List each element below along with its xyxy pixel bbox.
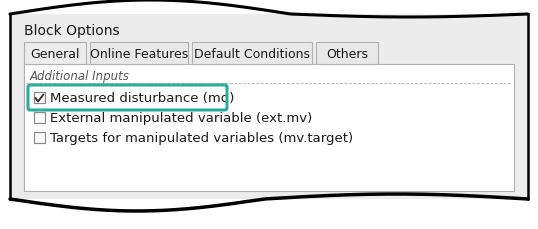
Bar: [10, 15, 528, 199]
Bar: [34, 132, 45, 143]
Text: External manipulated variable (ext.mv): External manipulated variable (ext.mv): [50, 112, 312, 124]
FancyBboxPatch shape: [24, 43, 86, 65]
Text: Default Conditions: Default Conditions: [194, 47, 310, 60]
Bar: [34, 93, 45, 104]
Bar: [24, 65, 514, 191]
FancyBboxPatch shape: [316, 43, 378, 65]
Text: General: General: [30, 47, 80, 60]
Text: Online Features: Online Features: [90, 47, 188, 60]
FancyBboxPatch shape: [192, 43, 312, 65]
Text: Others: Others: [326, 47, 368, 60]
Text: Additional Inputs: Additional Inputs: [30, 70, 130, 83]
Text: Measured disturbance (md): Measured disturbance (md): [50, 92, 235, 105]
Text: Targets for manipulated variables (mv.target): Targets for manipulated variables (mv.ta…: [50, 131, 353, 144]
Text: Block Options: Block Options: [24, 24, 119, 38]
Bar: [34, 112, 45, 123]
FancyBboxPatch shape: [90, 43, 188, 65]
